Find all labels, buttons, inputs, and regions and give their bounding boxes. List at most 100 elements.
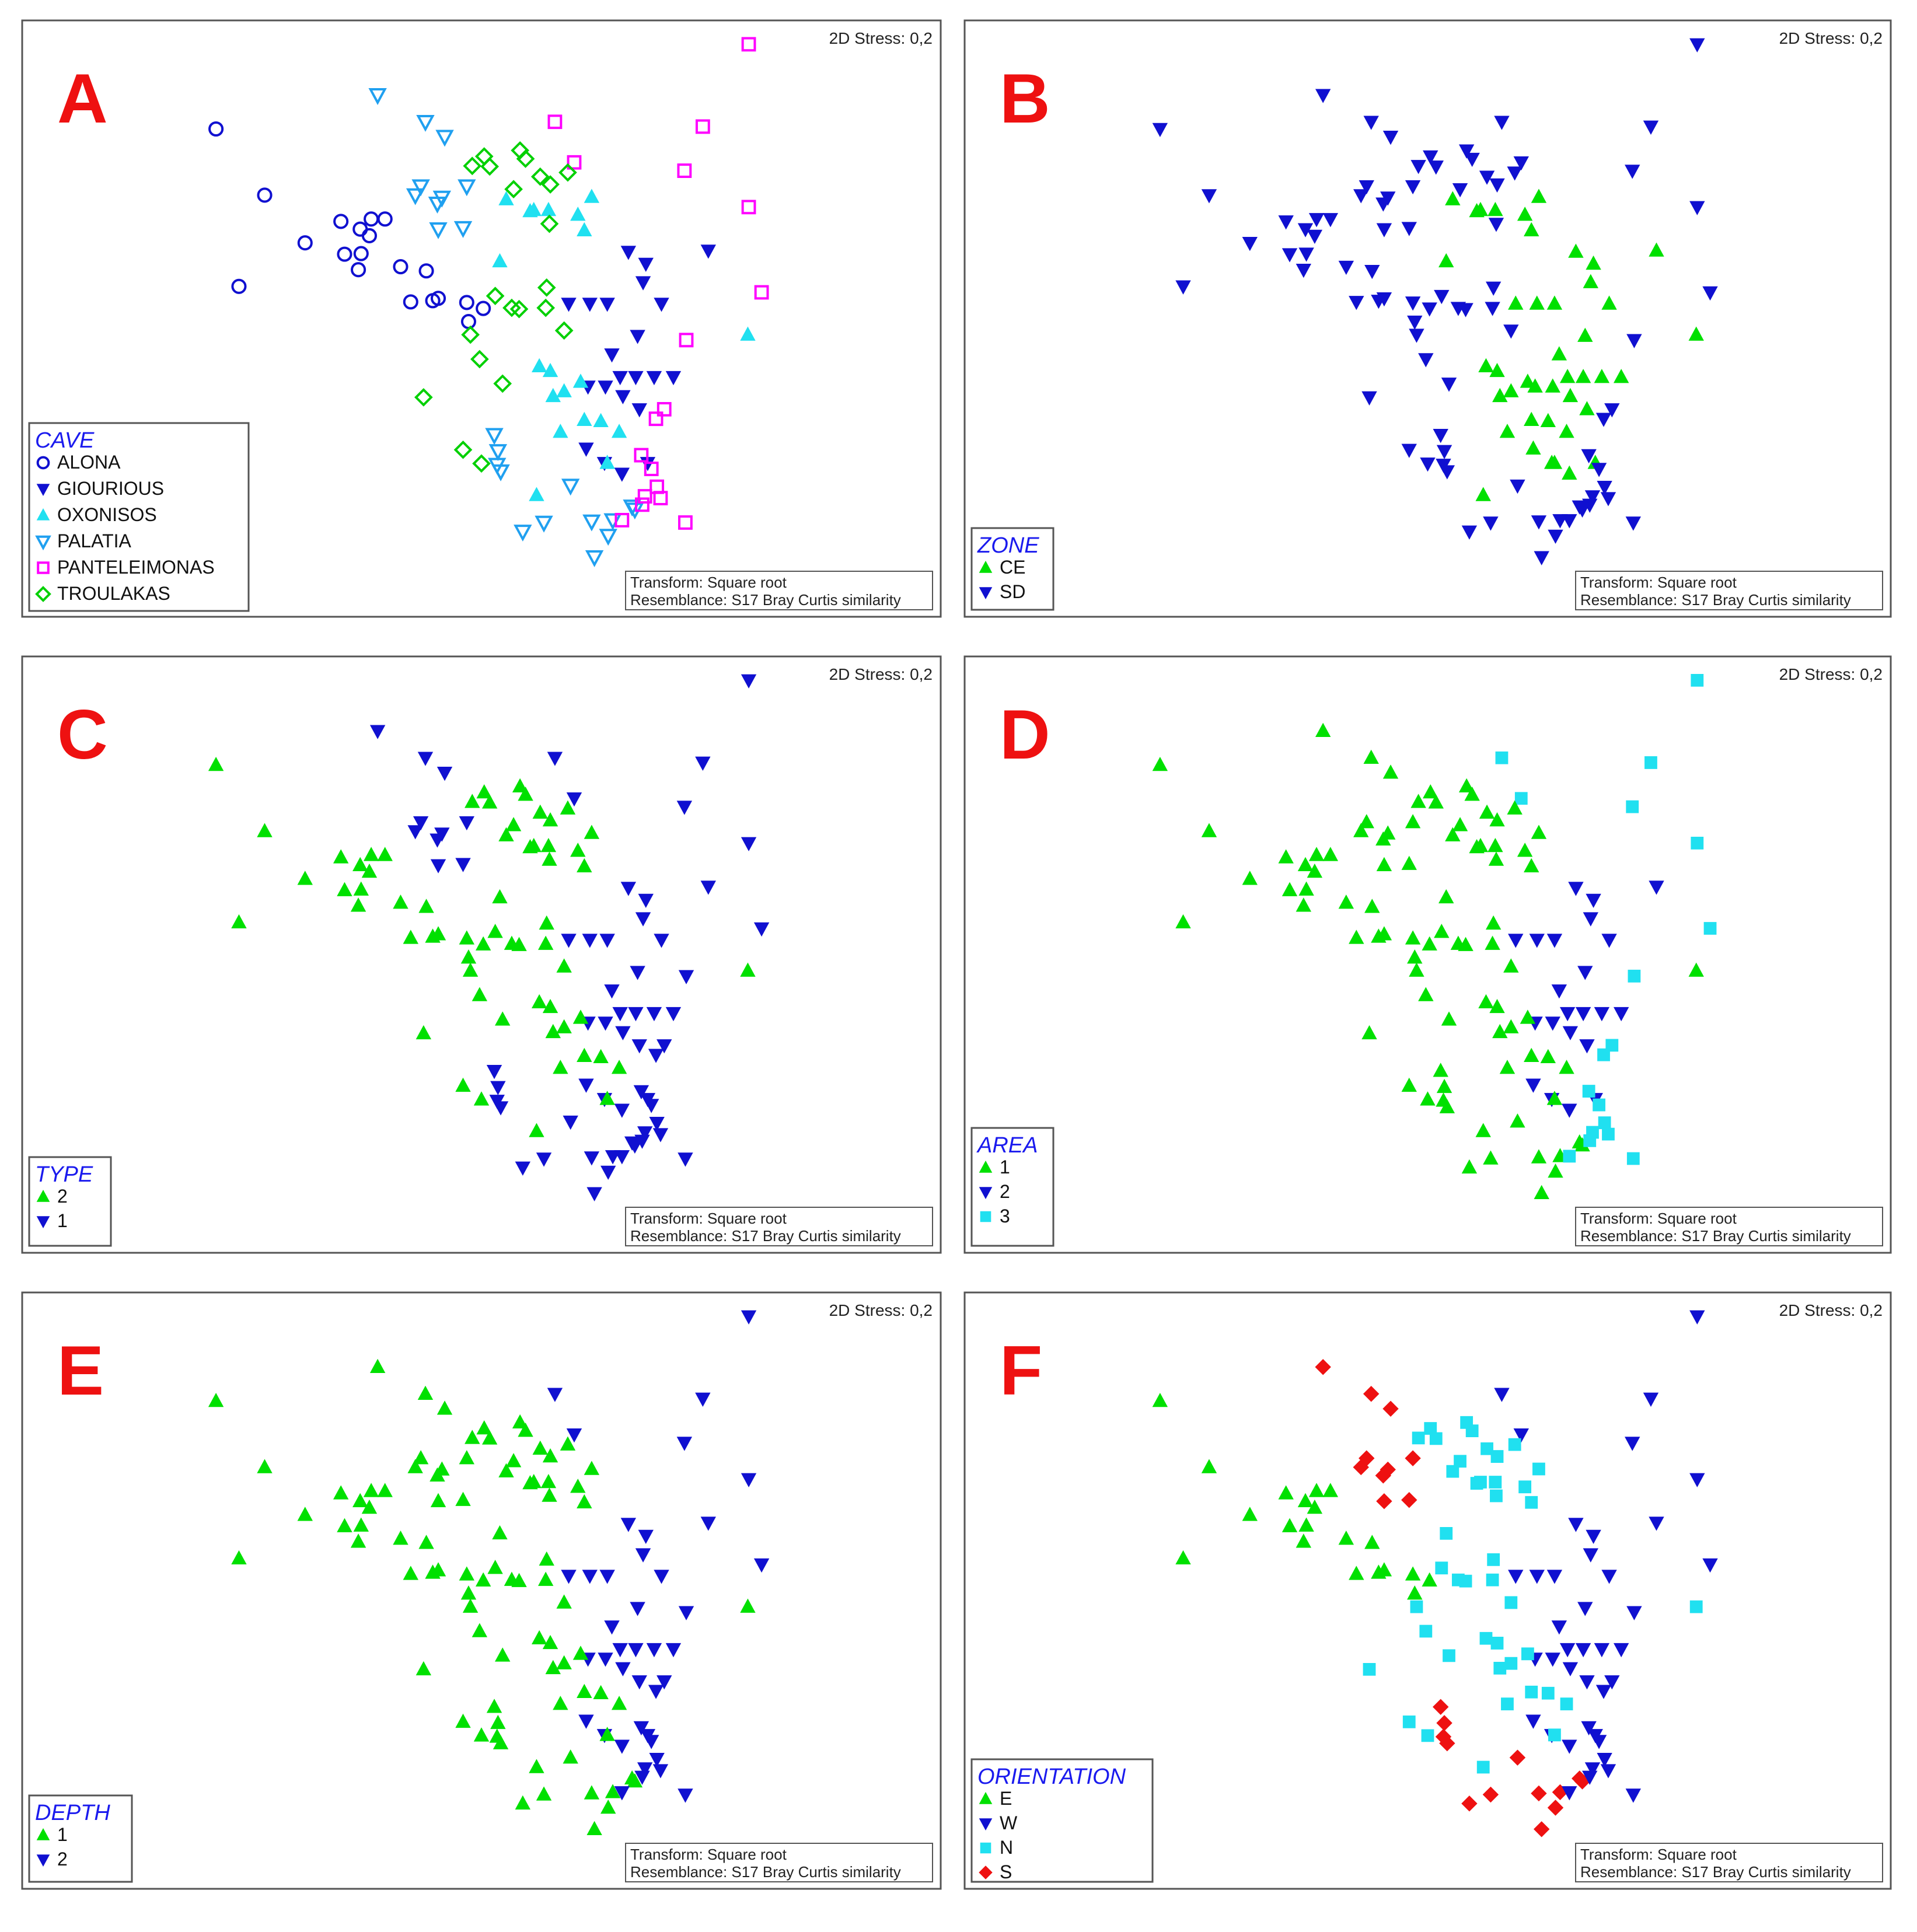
point-ce xyxy=(1546,295,1563,310)
point-troulakas xyxy=(516,149,535,168)
point-sd xyxy=(1582,498,1598,513)
point-1 xyxy=(577,1683,592,1698)
transform-box xyxy=(1575,571,1883,610)
point-sd xyxy=(1531,515,1547,530)
point-1 xyxy=(634,1134,650,1149)
point-e xyxy=(1364,1535,1380,1549)
point-troulakas xyxy=(509,299,529,319)
point-w xyxy=(1626,1606,1642,1620)
point-oxonisos xyxy=(577,222,592,236)
panel-letter: F xyxy=(1000,1332,1042,1410)
point-n xyxy=(1465,1424,1479,1437)
point-2 xyxy=(1583,912,1599,927)
point-1 xyxy=(599,1727,615,1741)
point-w xyxy=(1689,1473,1705,1487)
point-1 xyxy=(586,1187,602,1201)
legend-marker xyxy=(36,508,50,520)
point-2 xyxy=(1529,934,1545,948)
point-2 xyxy=(532,804,548,819)
point-1 xyxy=(648,1049,664,1063)
point-sd xyxy=(1534,551,1549,565)
point-1 xyxy=(560,1436,576,1451)
point-w xyxy=(1583,1548,1599,1563)
point-2 xyxy=(531,994,547,1009)
point-n xyxy=(1486,1573,1499,1587)
point-e xyxy=(1175,1550,1191,1565)
point-1 xyxy=(1363,749,1379,764)
point-ce xyxy=(1508,295,1524,310)
point-2 xyxy=(481,794,498,809)
point-s xyxy=(1376,1493,1392,1510)
point-1 xyxy=(1445,827,1461,841)
point-w xyxy=(1595,1685,1612,1699)
point-2 xyxy=(542,998,558,1014)
point-alona xyxy=(208,121,224,137)
scatter-points xyxy=(208,37,769,567)
point-troulakas xyxy=(537,278,556,297)
point-sd xyxy=(1625,165,1640,179)
point-1 xyxy=(1297,857,1314,871)
point-oxonisos xyxy=(570,207,586,221)
point-ce xyxy=(1545,378,1560,393)
point-1 xyxy=(600,1799,616,1814)
point-1 xyxy=(455,1491,471,1506)
point-sd xyxy=(1405,296,1421,311)
legend-marker xyxy=(979,1187,993,1200)
point-1 xyxy=(584,1461,600,1475)
point-sd xyxy=(1418,353,1434,368)
point-2 xyxy=(473,1091,490,1106)
point-w xyxy=(1702,1558,1718,1573)
point-1 xyxy=(489,1728,505,1743)
point-1 xyxy=(418,1535,434,1549)
point-1 xyxy=(512,1414,528,1429)
point-1 xyxy=(604,984,620,999)
point-1 xyxy=(678,1152,693,1167)
point-w xyxy=(1591,1735,1607,1749)
point-sd xyxy=(1595,413,1612,427)
point-ce xyxy=(1577,327,1593,342)
point-1 xyxy=(455,858,471,872)
point-1 xyxy=(1420,1091,1436,1106)
legend-label: N xyxy=(1000,1837,1013,1858)
point-1 xyxy=(1489,812,1505,827)
point-s xyxy=(1359,1450,1375,1466)
point-alona xyxy=(333,214,349,229)
point-1 xyxy=(363,1483,379,1497)
point-1 xyxy=(1534,1185,1549,1200)
point-1 xyxy=(628,1007,644,1022)
point-2 xyxy=(393,895,408,909)
point-1 xyxy=(563,1749,578,1764)
point-3 xyxy=(1626,800,1639,813)
point-1 xyxy=(1485,915,1502,930)
point-sd xyxy=(1591,463,1607,477)
point-1 xyxy=(1405,930,1421,945)
point-ce xyxy=(1594,369,1610,383)
legend-marker xyxy=(36,1216,50,1229)
point-1 xyxy=(1520,1009,1536,1024)
panel-letter: E xyxy=(57,1332,104,1410)
point-2 xyxy=(418,899,434,913)
point-e xyxy=(1298,1517,1314,1532)
legend-marker xyxy=(36,1854,50,1867)
point-s xyxy=(1533,1821,1550,1837)
point-1 xyxy=(582,934,598,948)
point-ce xyxy=(1575,369,1591,383)
point-sd xyxy=(1375,197,1391,212)
legend-marker xyxy=(37,561,50,574)
point-1 xyxy=(1517,843,1533,857)
transform-label: Transform: Square root xyxy=(1580,1210,1737,1227)
resemblance-label: Resemblance: S17 Bray Curtis similarity xyxy=(1580,591,1851,609)
point-2 xyxy=(537,935,554,950)
point-1 xyxy=(1441,1011,1457,1026)
point-n xyxy=(1490,1489,1503,1503)
point-e xyxy=(1308,1483,1325,1497)
point-2 xyxy=(1601,934,1617,948)
point-troulakas xyxy=(504,180,523,199)
point-2 xyxy=(741,1473,757,1487)
point-2 xyxy=(455,1077,471,1092)
point-2 xyxy=(460,949,477,964)
point-s xyxy=(1509,1749,1526,1766)
legend-box xyxy=(970,1127,1054,1247)
